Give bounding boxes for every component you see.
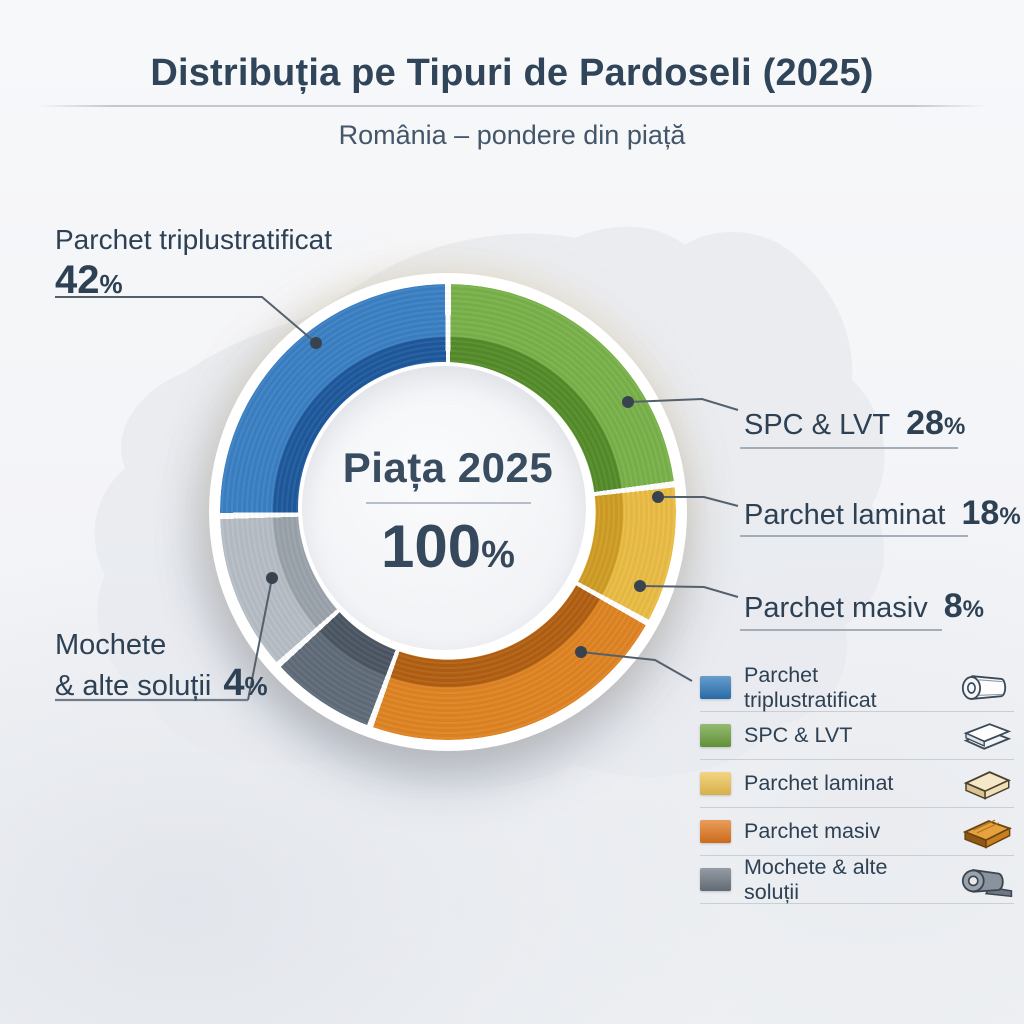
callout-label: Parchet masiv	[744, 592, 928, 624]
center-value: 100%	[381, 512, 515, 581]
spc-panels-icon	[963, 722, 1012, 750]
leader-dot-masiv-legend	[575, 646, 587, 658]
legend-row-mochete: Mochete & alte soluții	[700, 854, 1014, 904]
center-number: 100	[381, 512, 482, 580]
legend-swatch-yellow	[700, 772, 731, 795]
callout-label: Parchet laminat	[744, 499, 946, 531]
legend-row-parchet-laminat: Parchet laminat	[700, 760, 1014, 808]
leader-dot-mochete	[266, 572, 278, 584]
legend: Parchet triplustratificat SPC & LVT Parc…	[700, 662, 1014, 904]
donut-center-text: Piața 2025 100%	[220, 284, 676, 740]
callout-mochete: Mochete & alte soluții 4%	[55, 628, 268, 705]
leader-dot-laminat	[652, 491, 664, 503]
leader-dot-spc-lvt	[622, 396, 634, 408]
callout-value: & alte soluții 4%	[55, 662, 268, 704]
laminate-plank-icon	[963, 770, 1011, 800]
legend-label: SPC & LVT	[744, 723, 853, 747]
leader-masiv	[639, 585, 739, 598]
legend-row-parchet-masiv: Parchet masiv	[700, 808, 1014, 856]
donut-chart: Piața 2025 100%	[209, 273, 687, 751]
leader-spc-lvt	[627, 397, 739, 411]
leader-mochete	[247, 577, 273, 701]
leader-dot-triplustratificat	[310, 337, 322, 349]
callout-spc-lvt: SPC & LVT 28%	[744, 404, 966, 442]
leader-triplustratificat	[55, 296, 317, 344]
leader-laminat	[658, 496, 739, 507]
leader-dot-masiv	[634, 580, 646, 592]
legend-row-parchet-triplustratificat: Parchet triplustratificat	[700, 662, 1014, 712]
carpet-roll-icon	[961, 868, 1013, 897]
legend-swatch-orange	[700, 820, 731, 843]
center-divider	[365, 501, 531, 504]
legend-label: Parchet laminat	[744, 771, 894, 795]
callout-parchet-laminat: Parchet laminat 18%	[744, 494, 1021, 532]
callout-parchet-masiv: Parchet masiv 8%	[744, 587, 984, 625]
legend-swatch-blue	[700, 676, 731, 699]
callout-value: 42%	[55, 258, 123, 302]
center-percent-sign: %	[481, 533, 515, 576]
leader-masiv-to-legend	[580, 651, 693, 682]
donut-hole	[298, 362, 590, 654]
callout-parchet-triplustratificat: Parchet triplustratificat 42%	[55, 224, 332, 303]
legend-label: Parchet triplustratificat	[744, 662, 877, 712]
legend-label: Mochete & alte soluții	[744, 854, 888, 904]
callout-label: Parchet triplustratificat	[55, 224, 332, 255]
legend-label: Parchet masiv	[744, 819, 881, 843]
solid-wood-plank-icon	[962, 819, 1012, 849]
center-label: Piața 2025	[342, 443, 554, 491]
legend-swatch-gray	[700, 868, 731, 891]
legend-swatch-green	[700, 724, 731, 747]
callout-label: Mochete	[55, 629, 167, 661]
title-divider	[36, 105, 988, 107]
callout-label: SPC & LVT	[744, 409, 891, 441]
page-title: Distribuția pe Tipuri de Pardoseli (2025…	[150, 52, 874, 94]
legend-row-spc-lvt: SPC & LVT	[700, 712, 1014, 760]
underlay-roll-icon	[961, 674, 1007, 700]
page-subtitle: România – pondere din piață	[338, 120, 686, 150]
